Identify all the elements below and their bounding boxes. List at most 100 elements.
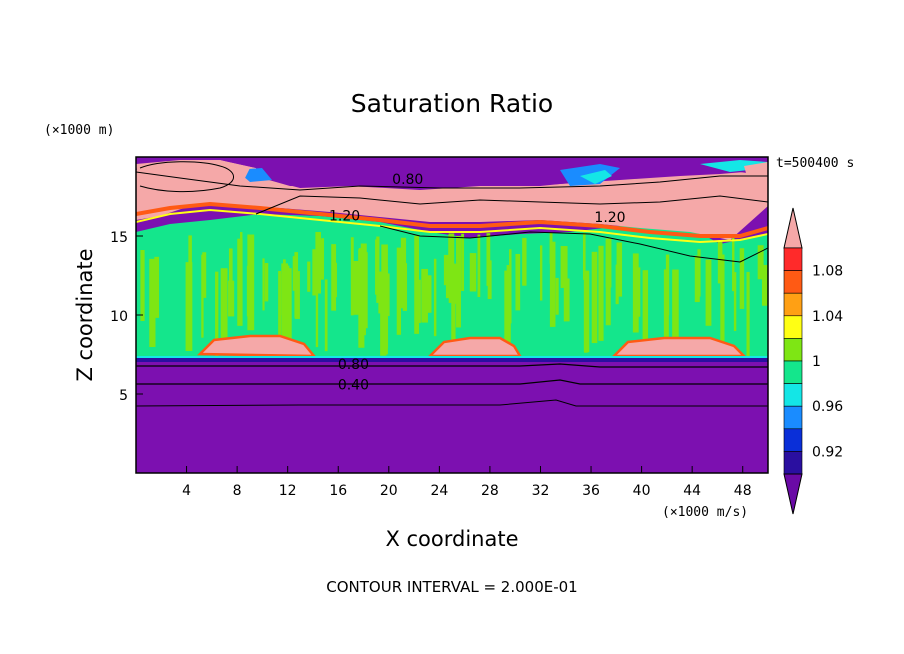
time-label: t=500400 s [776,156,854,171]
x-axis-ticks: 4 8 12 16 20 24 28 32 36 40 44 48 [182,466,752,499]
contour-label: 0.80 [392,172,423,188]
colorbar-segment [783,270,803,294]
streak [278,271,282,350]
contour-labels: 0.80 1.20 1.20 0.80 0.40 [329,172,626,393]
colorbar-label: 0.96 [812,399,843,415]
cloud-edge-upper-yellow [136,208,768,244]
y-tick-label: 5 [119,388,128,404]
contour-interval-footer: CONTOUR INTERVAL = 2.000E-01 [326,578,577,596]
colorbar-label: 1.08 [812,264,843,280]
streak [433,258,437,337]
contour-0.40 [136,379,768,385]
streak [487,260,492,300]
streak [324,279,328,352]
streak [215,271,219,360]
streak [185,262,193,351]
streak [287,268,292,343]
y-axis-ticks: 5 10 15 [110,230,143,404]
streak [486,233,491,286]
contour-near-bottom [136,399,768,407]
contour-upper-lobe [139,161,234,193]
streak [154,256,160,318]
streak [761,264,768,306]
streak [598,245,604,341]
plot-area [136,157,768,473]
colorbar-segment [783,315,803,339]
cloud-edge-upper [136,201,768,238]
boundary-blue-line [136,358,768,362]
colorbar-label: 0.92 [812,444,843,460]
streak [451,277,456,355]
streak [361,252,368,329]
colorbar-segment [783,451,803,475]
y-tick-label: 15 [110,230,128,246]
streak [539,245,543,301]
streak [281,263,289,356]
streak [663,269,669,348]
streak [591,251,598,344]
streak [443,254,449,286]
streak [427,275,432,313]
colorbar-bottom-arrow [783,473,803,515]
streak [149,258,156,348]
streak [331,262,337,298]
streak [461,233,465,291]
streak [380,277,387,356]
x-tick-label: 28 [481,483,499,499]
streak [733,272,737,331]
streak [228,248,233,287]
colorbar-segment [783,292,803,317]
streak [353,260,360,315]
streak [739,248,745,309]
streak [228,280,235,317]
streak [469,253,477,292]
boundary-cyan-line [136,356,768,358]
streak [264,263,269,302]
chart-title: Saturation Ratio [351,89,553,118]
x-axis-label: X coordinate [385,527,518,551]
streak [448,233,455,303]
streak [312,249,319,296]
streak [375,239,379,295]
x-tick-label: 36 [582,483,600,499]
colorbar-segment [783,383,803,407]
y-tick-label: 10 [110,309,128,325]
contour-0.80-lower [136,363,768,368]
contour-label: 0.80 [338,357,369,373]
streak [605,258,611,326]
colorbar-label: 1.04 [812,309,843,325]
streak [202,252,207,298]
streak [246,265,253,317]
streak [201,254,204,338]
streak [452,263,460,304]
colorbar-label: 1 [812,354,821,370]
y-unit-label: (×1000 m) [44,123,114,138]
streak [504,270,511,360]
x-tick-label: 8 [233,483,242,499]
x-tick-label: 44 [683,483,701,499]
streak [294,271,300,319]
contour-1.20-upper [255,195,768,215]
streak [633,281,638,320]
streak [320,239,324,280]
upper-dry-region [136,157,768,186]
streak [694,255,700,303]
streak [396,247,402,335]
streak [292,256,296,291]
streak [720,254,725,345]
upper-pink-cap [136,160,250,192]
x-tick-label: 24 [430,483,448,499]
streak [616,242,623,297]
contour-0.80-upper [136,171,768,191]
x-unit-label: (×1000 m/s) [662,505,748,520]
contour-label: 0.40 [338,378,369,394]
x-tick-label: 4 [182,483,191,499]
x-tick-label: 20 [380,483,398,499]
colorbar-segment [783,405,803,430]
streak [350,237,354,316]
x-tick-label: 48 [734,483,752,499]
upper-cyan-streak [580,170,612,184]
streak [549,241,556,327]
contour-label: 1.20 [594,210,625,226]
streak [414,235,420,334]
